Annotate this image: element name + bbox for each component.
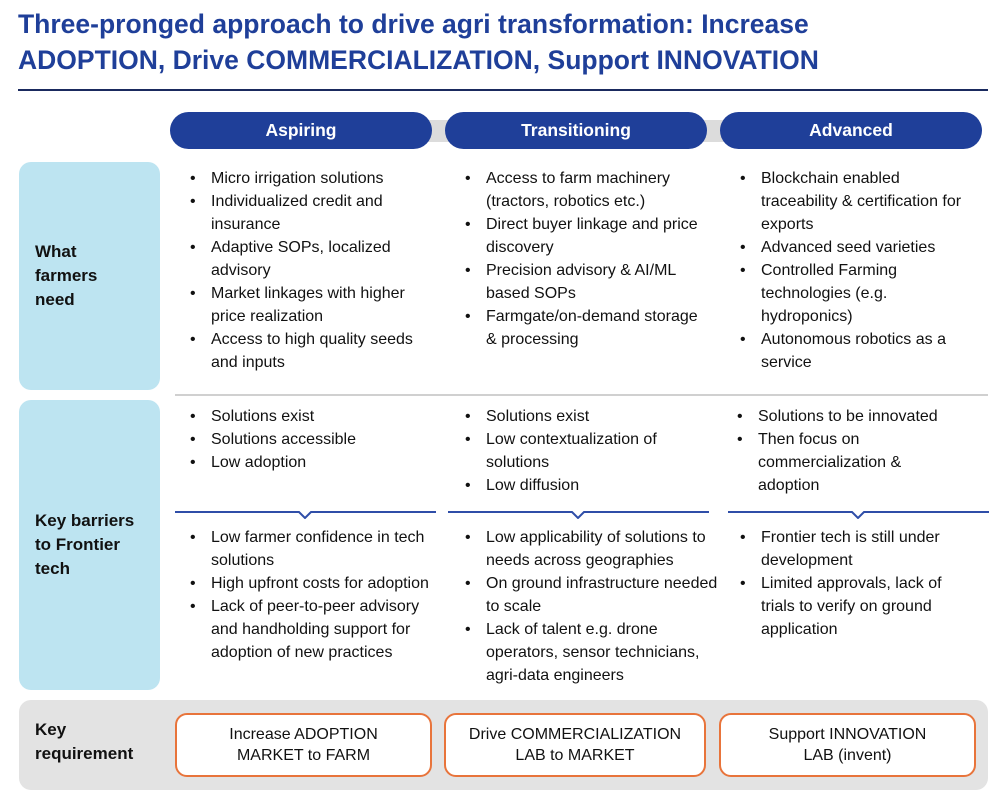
status-list-advanced: Solutions to be innovatedThen focus on c… (737, 405, 962, 497)
stage-transitioning: Transitioning (445, 112, 707, 149)
list-item: Adaptive SOPs, localized advisory (190, 236, 420, 282)
list-item: Low adoption (190, 451, 420, 474)
list-item: Frontier tech is still under development (740, 526, 970, 572)
requirement-adoption: Increase ADOPTION MARKET to FARM (175, 713, 432, 777)
list-item: Advanced seed varieties (740, 236, 965, 259)
chevron-divider (728, 511, 989, 519)
list-item: Autonomous robotics as a service (740, 328, 965, 374)
chevron-divider (448, 511, 709, 519)
list-item: Controlled Farming technologies (e.g. hy… (740, 259, 965, 328)
list-item: Low farmer confidence in tech solutions (190, 526, 440, 572)
barriers-list-advanced: Frontier tech is still under development… (740, 526, 970, 641)
needs-list-advanced: Blockchain enabled traceability & certif… (740, 167, 965, 374)
barriers-list-transitioning: Low applicability of solutions to needs … (465, 526, 725, 687)
list-item: Lack of talent e.g. drone operators, sen… (465, 618, 725, 687)
list-item: Market linkages with higher price realiz… (190, 282, 420, 328)
needs-list-aspiring: Micro irrigation solutionsIndividualized… (190, 167, 420, 374)
status-list-aspiring: Solutions existSolutions accessibleLow a… (190, 405, 420, 474)
chevron-divider (175, 511, 436, 519)
list-item: Farmgate/on-demand storage & processing (465, 305, 710, 351)
list-item: Solutions to be innovated (737, 405, 962, 428)
barriers-list-aspiring: Low farmer confidence in tech solutionsH… (190, 526, 440, 664)
list-item: Low diffusion (465, 474, 665, 497)
list-item: Limited approvals, lack of trials to ver… (740, 572, 970, 641)
row-label-barriers: Key barriers to Frontier tech (19, 400, 160, 690)
stage-advanced: Advanced (720, 112, 982, 149)
list-item: Solutions exist (465, 405, 665, 428)
list-item: Individualized credit and insurance (190, 190, 420, 236)
stage-aspiring: Aspiring (170, 112, 432, 149)
list-item: Solutions accessible (190, 428, 420, 451)
list-item: On ground infrastructure needed to scale (465, 572, 725, 618)
needs-list-transitioning: Access to farm machinery (tractors, robo… (465, 167, 710, 351)
page-title: Three-pronged approach to drive agri tra… (18, 9, 819, 75)
list-item: Micro irrigation solutions (190, 167, 420, 190)
list-item: Low applicability of solutions to needs … (465, 526, 725, 572)
title-underline (18, 89, 988, 91)
status-list-transitioning: Solutions existLow contextualization of … (465, 405, 665, 497)
list-item: Blockchain enabled traceability & certif… (740, 167, 965, 236)
list-item: Then focus on commercialization & adopti… (737, 428, 962, 497)
row-label-requirement: Key requirement (35, 720, 134, 763)
list-item: Access to high quality seeds and inputs (190, 328, 420, 374)
requirement-innovation: Support INNOVATION LAB (invent) (719, 713, 976, 777)
list-item: Solutions exist (190, 405, 420, 428)
row-label-needs: What farmers need (19, 162, 160, 390)
list-item: Lack of peer-to-peer advisory and handho… (190, 595, 440, 664)
row-divider (175, 394, 988, 396)
list-item: High upfront costs for adoption (190, 572, 440, 595)
list-item: Precision advisory & AI/ML based SOPs (465, 259, 710, 305)
list-item: Access to farm machinery (tractors, robo… (465, 167, 710, 213)
list-item: Direct buyer linkage and price discovery (465, 213, 710, 259)
list-item: Low contextualization of solutions (465, 428, 665, 474)
requirement-commercialization: Drive COMMERCIALIZATION LAB to MARKET (444, 713, 706, 777)
